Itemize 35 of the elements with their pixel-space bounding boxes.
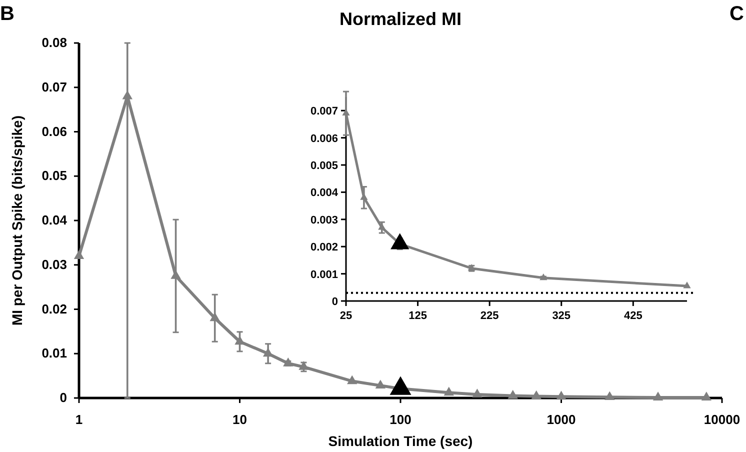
y-tick-label: 0.002 [310, 242, 338, 254]
y-tick-label: 0.005 [310, 160, 338, 172]
y-tick-label: 0.006 [310, 132, 338, 145]
y-tick-label: 0 [60, 390, 67, 405]
x-tick-label: 1000 [546, 412, 576, 427]
x-tick-label: 125 [408, 310, 427, 322]
x-tick-label: 10000 [704, 412, 740, 427]
y-tick-label: 0.003 [310, 214, 338, 226]
x-tick-label: 325 [552, 310, 571, 322]
point [540, 273, 548, 280]
y-tick-label: 0.02 [42, 301, 67, 316]
chart-title: Normalized MI [339, 9, 462, 29]
y-axis-title: MI per Output Spike (bits/spike) [9, 115, 25, 326]
y-tick-label: 0 [332, 296, 338, 308]
y-tick-label: 0.007 [310, 106, 338, 118]
y-tick-label: 0.05 [42, 168, 67, 184]
y-tick-label: 0.004 [310, 187, 339, 200]
text: B [0, 3, 14, 25]
x-tick-label: 100 [390, 412, 412, 427]
y-tick-label: 0.07 [42, 79, 67, 94]
point [683, 282, 691, 288]
y-tick-label: 0.01 [42, 346, 67, 361]
y-tick-label: 0.04 [42, 212, 68, 228]
text: C [730, 3, 744, 25]
x-tick-label: 425 [624, 310, 642, 322]
x-axis-title: Simulation Time (sec) [328, 433, 473, 449]
x-tick-label: 225 [480, 310, 499, 322]
y-tick-label: 0.06 [42, 124, 67, 139]
x-tick-label: 1 [75, 412, 83, 427]
y-tick-label: 0.03 [42, 256, 67, 272]
x-tick-label: 10 [232, 412, 247, 427]
y-tick-label: 0.001 [310, 268, 338, 281]
y-tick-label: 0.08 [42, 35, 67, 50]
point [378, 223, 386, 230]
x-tick-label: 25 [340, 310, 352, 322]
